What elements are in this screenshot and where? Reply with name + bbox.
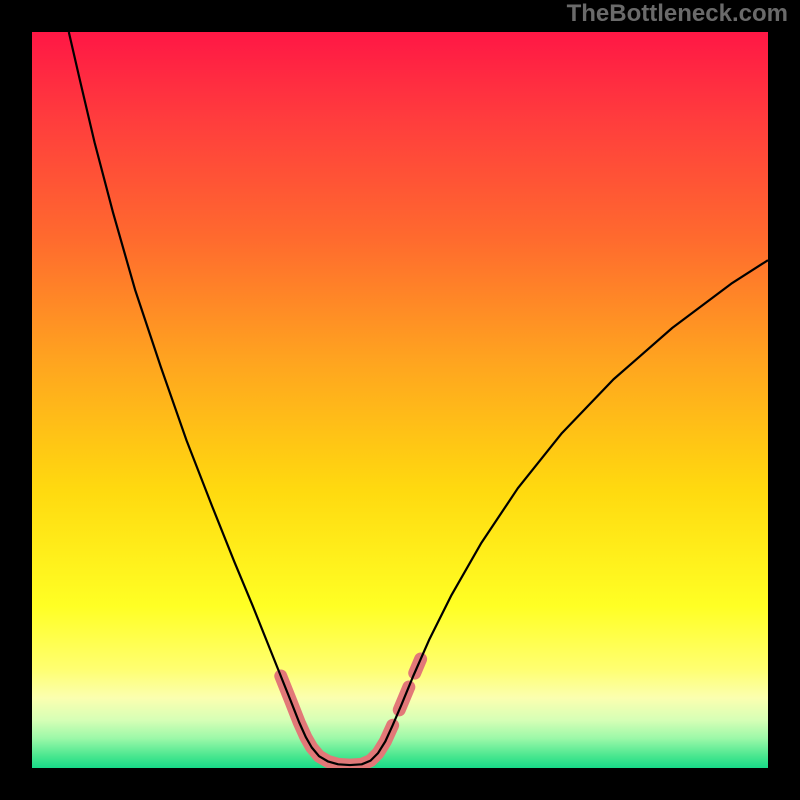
plot-area — [32, 32, 768, 768]
gradient-background — [32, 32, 768, 768]
watermark-text: TheBottleneck.com — [567, 0, 788, 28]
chart-svg — [32, 32, 768, 768]
chart-frame: TheBottleneck.com — [0, 0, 800, 800]
